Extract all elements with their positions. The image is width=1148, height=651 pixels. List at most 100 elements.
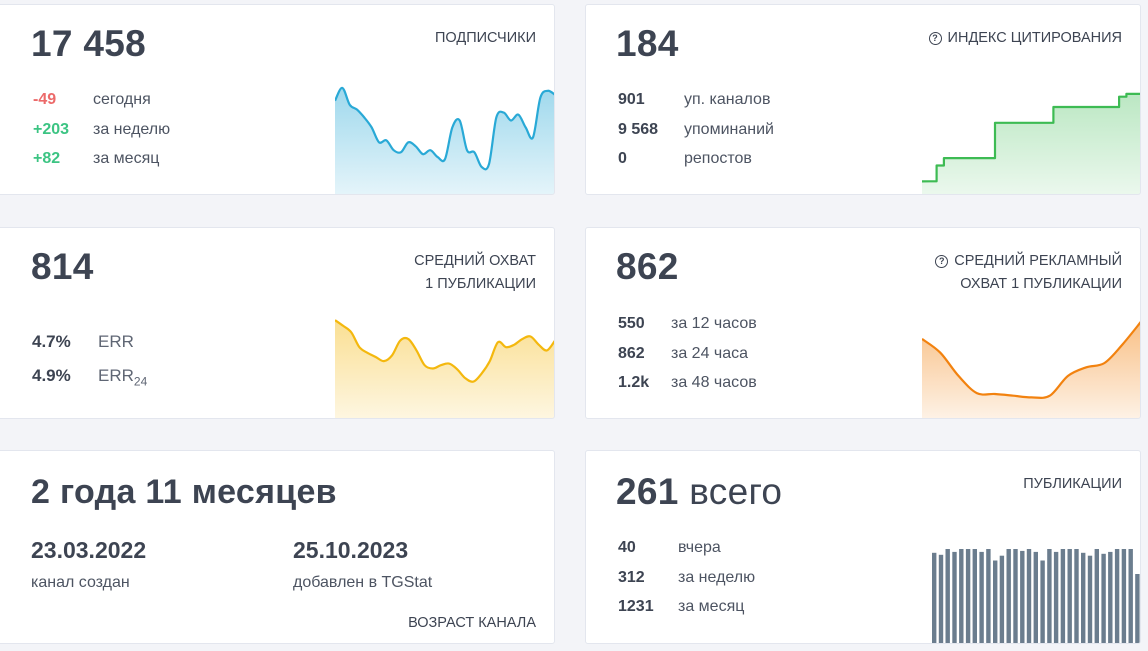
stat-channels: 901 уп. каналов xyxy=(618,85,774,115)
added-date: 25.10.2023 xyxy=(293,537,409,563)
stat-today-label: сегодня xyxy=(93,91,151,108)
ad-reach-title-line2: ОХВАТ 1 ПУБЛИКАЦИИ xyxy=(960,276,1122,292)
publication-bar[interactable] xyxy=(1135,574,1140,644)
subscribers-stats: -49 сегодня +203 за неделю +82 за месяц xyxy=(33,85,170,174)
err24-subscript: 24 xyxy=(133,374,148,389)
err-value: 4.7% xyxy=(32,332,71,351)
stat-mentions-label: упоминаний xyxy=(684,120,774,138)
created-date: 23.03.2022 xyxy=(31,537,147,563)
stat-reposts: 0 репостов xyxy=(618,144,774,174)
citation-sparkline[interactable] xyxy=(922,85,1141,195)
stat-posts-week-label: за неделю xyxy=(678,568,756,586)
stat-month-label: за месяц xyxy=(93,150,160,167)
publications-stats: 40 вчера 312 за неделю 1231 за месяц xyxy=(618,533,755,622)
chart-area xyxy=(922,322,1140,418)
publication-bar[interactable] xyxy=(1020,550,1025,644)
citation-index-value: 184 xyxy=(616,23,679,64)
ad-reach-sparkline[interactable] xyxy=(922,308,1141,419)
stat-today: -49 сегодня xyxy=(33,85,170,115)
publication-bar[interactable] xyxy=(972,549,977,644)
citation-card[interactable]: 184 ? ИНДЕКС ЦИТИРОВАНИЯ 901 уп. каналов 9… xyxy=(585,4,1141,195)
publication-bar[interactable] xyxy=(999,555,1005,644)
ad-reach-title-line1: ? СРЕДНИЙ РЕКЛАМНЫЙ xyxy=(935,250,1122,273)
chart-line xyxy=(335,319,554,383)
publication-bar[interactable] xyxy=(1128,549,1133,644)
help-icon[interactable]: ? xyxy=(935,255,949,268)
publication-bar[interactable] xyxy=(979,551,984,644)
help-icon[interactable]: ? xyxy=(928,32,942,45)
publication-bar[interactable] xyxy=(1074,549,1079,644)
stat-12h-value: 550 xyxy=(618,315,645,332)
err24-value: 4.9% xyxy=(32,366,71,385)
publications-bar-chart[interactable] xyxy=(932,547,1141,644)
publication-bar[interactable] xyxy=(1013,549,1018,644)
chart-line xyxy=(922,92,1140,183)
stat-mentions: 9 568 упоминаний xyxy=(618,115,774,145)
publication-bar[interactable] xyxy=(932,552,937,644)
publication-bar[interactable] xyxy=(1087,555,1093,644)
publications-total-suffix: всего xyxy=(689,471,783,512)
publication-bar[interactable] xyxy=(1006,549,1011,644)
publication-bar[interactable] xyxy=(938,554,944,644)
ad-reach-card[interactable]: 862 ? СРЕДНИЙ РЕКЛАМНЫЙ ОХВАТ 1 ПУБЛИКАЦИИ… xyxy=(585,227,1141,419)
publication-bar[interactable] xyxy=(1033,551,1038,644)
err24-label: ERR24 xyxy=(98,359,147,398)
stat-yesterday: 40 вчера xyxy=(618,533,755,563)
publications-card[interactable]: 261 всего ПУБЛИКАЦИИ 40 вчера 312 за недел… xyxy=(585,450,1141,644)
publication-bar[interactable] xyxy=(1026,549,1032,644)
publication-bar[interactable] xyxy=(945,549,950,644)
publication-bar[interactable] xyxy=(1108,551,1113,644)
reach-title-line2: 1 ПУБЛИКАЦИИ xyxy=(425,276,536,292)
chart-area xyxy=(335,87,554,194)
chart-line xyxy=(922,321,1140,399)
publication-bar[interactable] xyxy=(1121,549,1127,644)
reach-card[interactable]: 814 СРЕДНИЙ ОХВАТ 1 ПУБЛИКАЦИИ 4.7% ERR 4.… xyxy=(0,227,555,419)
publication-bar[interactable] xyxy=(1114,549,1120,644)
publication-bar[interactable] xyxy=(993,560,998,645)
publication-bar[interactable] xyxy=(959,549,964,644)
stat-week: +203 за неделю xyxy=(33,115,170,145)
subscribers-sparkline[interactable] xyxy=(335,65,555,195)
stat-err24: 4.9% ERR24 xyxy=(32,359,147,398)
channel-age-value: 2 года 11 месяцев xyxy=(31,473,337,511)
channel-age-title: ВОЗРАСТ КАНАЛА xyxy=(408,615,536,631)
publication-bar[interactable] xyxy=(1053,551,1059,644)
stat-err: 4.7% ERR xyxy=(32,325,147,359)
publication-bar[interactable] xyxy=(1060,549,1066,644)
publication-bar[interactable] xyxy=(1067,549,1072,644)
stat-reposts-value: 0 xyxy=(618,150,627,167)
publication-bar[interactable] xyxy=(1040,560,1045,645)
citation-title-text: ИНДЕКС ЦИТИРОВАНИЯ xyxy=(947,30,1122,46)
publication-bar[interactable] xyxy=(1101,553,1106,644)
stat-posts-week-value: 312 xyxy=(618,568,645,586)
stat-month: +82 за месяц xyxy=(33,144,170,174)
reach-title: СРЕДНИЙ ОХВАТ 1 ПУБЛИКАЦИИ xyxy=(414,250,536,296)
stat-posts-week: 312 за неделю xyxy=(618,563,755,593)
ad-reach-title: ? СРЕДНИЙ РЕКЛАМНЫЙ ОХВАТ 1 ПУБЛИКАЦИИ xyxy=(935,250,1122,296)
stat-posts-month-label: за месяц xyxy=(678,598,745,615)
err-stats: 4.7% ERR 4.9% ERR24 xyxy=(32,325,147,398)
stat-week-value: +203 xyxy=(33,120,70,138)
chart-area xyxy=(335,320,554,418)
publication-bar[interactable] xyxy=(1094,549,1099,644)
publication-bar[interactable] xyxy=(952,551,957,644)
publication-bar[interactable] xyxy=(986,549,991,644)
stat-channels-label: уп. каналов xyxy=(684,91,771,108)
stat-12h: 550 за 12 часов xyxy=(618,309,757,339)
stat-yesterday-label: вчера xyxy=(678,539,721,556)
stat-24h-value: 862 xyxy=(618,344,645,362)
channel-age-card[interactable]: 2 года 11 месяцев 23.03.2022 канал созда… xyxy=(0,450,555,644)
publications-total: 261 всего xyxy=(616,471,782,513)
subscribers-count: 17 458 xyxy=(31,23,146,64)
subscribers-title: ПОДПИСЧИКИ xyxy=(435,30,536,46)
reach-sparkline[interactable] xyxy=(335,308,555,419)
publication-bar[interactable] xyxy=(965,549,971,644)
publication-bar[interactable] xyxy=(1081,552,1086,644)
chart-line xyxy=(335,86,554,171)
stat-month-value: +82 xyxy=(33,150,61,167)
stat-48h-label: за 48 часов xyxy=(671,374,757,391)
reach-title-line1: СРЕДНИЙ ОХВАТ xyxy=(414,253,536,269)
subscribers-card[interactable]: 17 458 ПОДПИСЧИКИ -49 сегодня +203 за неде… xyxy=(0,4,555,195)
publications-title: ПУБЛИКАЦИИ xyxy=(1023,476,1122,492)
publication-bar[interactable] xyxy=(1047,549,1052,644)
